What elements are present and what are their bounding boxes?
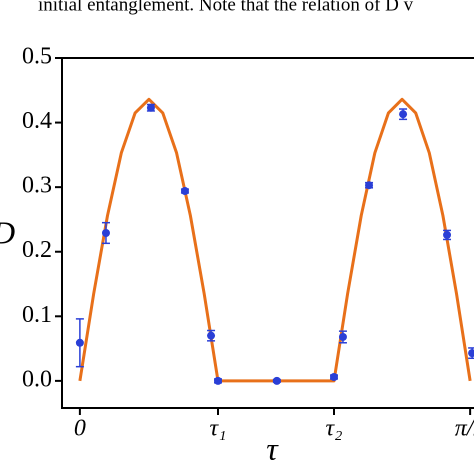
y-axis-label: D — [0, 214, 15, 250]
caption: initial entanglement. Note that the rela… — [38, 0, 414, 15]
data-point — [399, 110, 408, 119]
data-point — [330, 373, 339, 382]
plot-frame — [61, 57, 474, 409]
x-axis-label: τ — [266, 430, 279, 466]
data-point — [146, 103, 155, 112]
data-point — [365, 181, 374, 190]
x-tick-label: τ₁ — [210, 416, 227, 442]
y-tick-label: 0.2 — [22, 237, 52, 263]
data-point — [272, 376, 281, 385]
x-tick-label: π/2 — [455, 416, 474, 442]
data-point — [338, 332, 347, 341]
data-point — [75, 338, 84, 347]
fit-line — [78, 97, 472, 383]
y-tick-label: 0.3 — [22, 173, 52, 199]
data-point — [468, 349, 474, 358]
y-tick-label: 0.5 — [22, 44, 52, 70]
x-tick-label: τ₂ — [326, 416, 343, 442]
data-point — [213, 376, 222, 385]
y-tick-label: 0.4 — [22, 108, 52, 134]
y-tick-label: 0.0 — [22, 366, 52, 392]
data-point — [101, 229, 110, 237]
data-point — [207, 331, 216, 340]
x-tick-label: 0 — [74, 416, 86, 442]
y-tick-label: 0.1 — [22, 302, 52, 328]
data-point — [180, 187, 189, 196]
data-point — [443, 230, 452, 239]
